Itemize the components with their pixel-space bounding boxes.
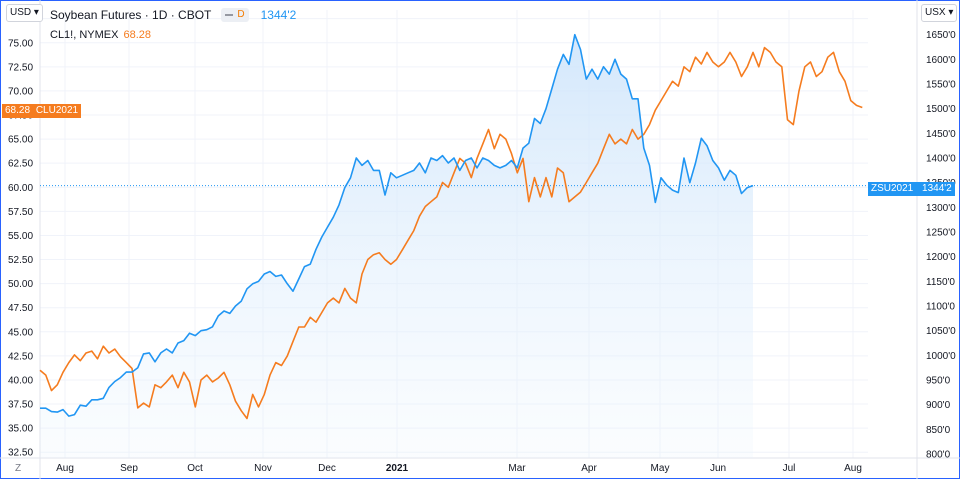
left-tick-label[interactable]: 32.50: [8, 448, 33, 459]
zoom-reset-button[interactable]: Z: [15, 463, 22, 474]
left-tick-label[interactable]: 72.50: [8, 62, 33, 73]
soy-tag-label: ZSU2021: [871, 183, 914, 194]
line-style-icon: [225, 14, 234, 16]
right-tick-label[interactable]: 1150'0: [926, 277, 955, 288]
main-value: 1344'2: [260, 8, 297, 22]
soy-price-tag: ZSU2021 1344'2: [868, 182, 955, 196]
soybean-line[interactable]: [40, 33, 754, 417]
compare-symbol[interactable]: CL1!, NYMEX: [50, 29, 119, 41]
left-tick-label[interactable]: 70.00: [8, 86, 33, 97]
left-currency-button[interactable]: USD ▾: [6, 4, 43, 22]
time-tick-label[interactable]: Jul: [783, 463, 796, 474]
left-price-axis[interactable]: 32.50 35.00 37.50 40.00 42.50 45.00 47.50 50.00…: [8, 14, 33, 459]
time-tick-label[interactable]: May: [651, 463, 670, 474]
crude-tag-label: CLU2021: [35, 105, 79, 116]
right-tick-label[interactable]: 1050'0: [926, 326, 956, 337]
time-tick-label[interactable]: Apr: [581, 463, 597, 474]
right-tick-label[interactable]: 850'0: [926, 425, 951, 436]
right-tick-label[interactable]: 1200'0: [926, 252, 956, 263]
right-currency-button[interactable]: USX ▾: [921, 4, 958, 22]
left-tick-label[interactable]: 60.00: [8, 183, 33, 194]
right-tick-label[interactable]: 1000'0: [926, 351, 956, 362]
time-axis[interactable]: Aug Sep Oct Nov Dec 2021 Mar Apr May Jun Jul Aug: [56, 463, 862, 474]
time-tick-label[interactable]: Dec: [318, 463, 336, 474]
left-tick-label[interactable]: 35.00: [8, 424, 33, 435]
right-price-axis[interactable]: 800'0 850'0 900'0 950'0 1000'0 1050'0 1100'0 11…: [926, 30, 956, 460]
left-tick-label[interactable]: 45.00: [8, 327, 33, 338]
right-tick-label[interactable]: 1300'0: [926, 203, 956, 214]
right-tick-label[interactable]: 1400'0: [926, 154, 956, 165]
left-tick-label[interactable]: 52.50: [8, 255, 33, 266]
left-tick-label[interactable]: 75.00: [8, 38, 33, 49]
soybean-area-fill: [40, 34, 753, 458]
time-tick-label[interactable]: Aug: [56, 463, 74, 474]
left-tick-label[interactable]: 40.00: [8, 375, 33, 386]
compare-value: 68.28: [123, 29, 151, 41]
legend-main-row[interactable]: Soybean Futures · 1D · CBOT D 1344'2: [50, 5, 296, 25]
right-tick-label[interactable]: 1250'0: [926, 228, 956, 239]
left-tick-label[interactable]: 37.50: [8, 400, 33, 411]
right-tick-label[interactable]: 1100'0: [926, 302, 955, 313]
time-tick-label[interactable]: 2021: [386, 463, 409, 474]
crude-oil-line[interactable]: [39, 46, 863, 420]
left-tick-label[interactable]: 55.00: [8, 231, 33, 242]
left-tick-label[interactable]: 62.50: [8, 159, 33, 170]
right-tick-label[interactable]: 1500'0: [926, 104, 956, 115]
right-tick-label[interactable]: 900'0: [926, 400, 951, 411]
left-tick-label[interactable]: 47.50: [8, 303, 33, 314]
right-tick-label[interactable]: 1550'0: [926, 80, 956, 91]
interval-pill[interactable]: D: [221, 8, 249, 22]
series-layer: [39, 33, 868, 458]
right-tick-label[interactable]: 1650'0: [926, 30, 956, 41]
left-tick-label[interactable]: 50.00: [8, 279, 33, 290]
soy-tag-value: 1344'2: [922, 183, 952, 194]
legend-compare-row[interactable]: CL1!, NYMEX 68.28: [50, 25, 296, 45]
left-tick-label[interactable]: 42.50: [8, 351, 33, 362]
chart-legend: Soybean Futures · 1D · CBOT D 1344'2 CL1…: [50, 5, 296, 45]
time-tick-label[interactable]: Jun: [710, 463, 726, 474]
right-tick-label[interactable]: 950'0: [926, 376, 951, 387]
crude-price-tag: 68.28 CLU2021: [2, 104, 82, 118]
right-tick-label[interactable]: 1600'0: [926, 55, 956, 66]
left-tick-label[interactable]: 57.50: [8, 207, 33, 218]
time-tick-label[interactable]: Nov: [254, 463, 272, 474]
time-tick-label[interactable]: Oct: [187, 463, 203, 474]
right-tick-label[interactable]: 1450'0: [926, 129, 956, 140]
left-tick-label[interactable]: 65.00: [8, 135, 33, 146]
time-tick-label[interactable]: Aug: [844, 463, 862, 474]
time-tick-label[interactable]: Mar: [508, 463, 526, 474]
crude-tag-value: 68.28: [5, 105, 31, 116]
interval-label: D: [237, 9, 245, 20]
right-tick-label[interactable]: 800'0: [926, 450, 951, 461]
symbol-title[interactable]: Soybean Futures · 1D · CBOT: [50, 8, 212, 22]
time-tick-label[interactable]: Sep: [120, 463, 138, 474]
